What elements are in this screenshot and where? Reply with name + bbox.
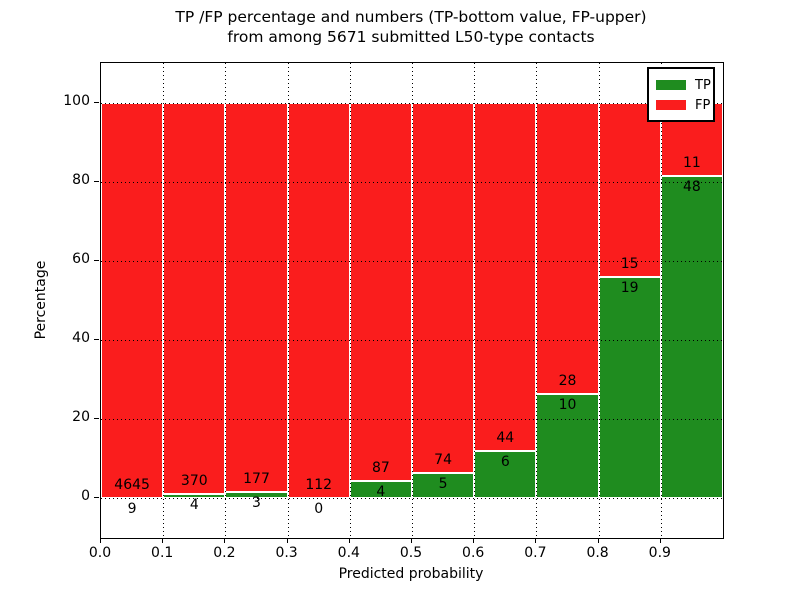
bar-fp-segment [412,102,475,474]
fp-count-label: 28 [558,373,577,390]
gridline-vertical [225,63,227,538]
x-tick [100,538,101,543]
bar-fp-segment [474,102,537,451]
fp-count-label: 177 [243,470,270,487]
x-tick [162,538,164,543]
x-tick-label: 0.5 [399,545,423,561]
tp-count-label: 0 [314,501,324,518]
gridline-vertical [536,63,538,538]
tp-count-label: 6 [500,453,510,470]
gridline-horizontal [101,260,723,262]
y-tick-label: 40 [72,330,90,347]
tp-count-label: 10 [558,397,577,414]
x-tick-label: 0.4 [337,545,360,561]
fp-count-label: 44 [496,429,515,446]
tp-legend-label: TP [695,77,711,93]
x-tick [597,538,599,543]
tp-count-label: 9 [127,500,137,517]
gridline-vertical [287,63,289,538]
bar-fp-segment [349,102,412,481]
y-tick-label: 60 [72,250,90,267]
plot-area: TP FP 4645 9 370 4 177 3 112 0 87 4 74 5 44 6 28 10 15 19… [100,62,724,539]
y-tick-label: 100 [63,92,90,109]
bar-fp-segment [225,102,288,492]
fp-count-label: 4645 [114,476,150,493]
legend-entry-fp: FP [656,95,711,115]
x-tick-label: 0.7 [524,545,547,561]
tp-count-label: 19 [620,280,639,297]
bar-fp-segment [536,102,599,395]
y-tick [94,101,99,103]
gridline-vertical [163,63,165,538]
y-tick [94,418,99,420]
fp-legend-label: FP [695,97,711,113]
y-tick-label: 20 [72,409,90,426]
gridline-vertical [474,63,476,538]
bar-tp-segment [660,176,723,499]
x-tick-label: 0.9 [648,545,671,561]
legend-entry-tp: TP [656,75,711,95]
fp-count-label: 370 [180,473,208,490]
y-tick [94,339,99,341]
x-tick [224,538,226,543]
y-tick-label: 80 [72,171,90,188]
gridline-horizontal [101,340,723,342]
tp-legend-swatch [656,80,686,90]
y-tick [94,180,99,182]
bar-fp-segment [287,102,350,499]
gridline-vertical [412,63,413,538]
x-tick [659,538,661,543]
x-tick-label: 0.6 [462,545,485,561]
x-tick [473,538,475,543]
x-tick-label: 0.1 [151,545,174,561]
gridline-horizontal [101,181,723,183]
y-tick-label: 0 [81,488,90,505]
fp-count-label: 74 [434,452,452,469]
x-tick-label: 0.8 [586,545,609,561]
bar-fp-segment [163,102,226,495]
bar-tp-segment [598,277,661,499]
fp-count-label: 112 [305,477,333,494]
x-tick-label: 0.3 [275,545,298,561]
fp-count-label: 15 [620,256,639,273]
bar-tp-segment [412,473,475,499]
x-tick [535,538,537,543]
gridline-vertical [660,63,662,538]
x-tick-label: 0.2 [213,545,236,561]
bar-fp-segment [598,102,661,278]
tp-count-label: 5 [438,476,448,493]
tp-count-label: 4 [189,497,199,514]
fp-count-label: 11 [682,155,701,172]
x-tick [286,538,288,543]
gridline-horizontal [101,102,723,104]
x-tick-label: 0.0 [88,545,112,561]
x-axis-label: Predicted probability [338,566,484,582]
gridline-vertical [349,63,351,538]
chart-title-line2: from among 5671 submitted L50-type conta… [227,28,595,46]
chart-title: TP /FP percentage and numbers (TP-bottom… [100,7,722,47]
gridline-vertical [598,63,600,538]
chart-title-line1: TP /FP percentage and numbers (TP-bottom… [175,8,647,26]
fp-count-label: 87 [371,460,390,477]
fp-legend-swatch [656,100,686,110]
y-tick [94,259,99,261]
gridline-horizontal [101,419,723,421]
gridline-horizontal [101,498,723,500]
y-axis-label: Percentage [33,260,49,340]
tp-count-label: 48 [682,179,701,196]
tp-count-label: 4 [376,484,386,501]
bar-tp-segment [536,394,599,499]
y-tick [94,497,99,499]
tp-count-label: 3 [252,494,261,511]
x-tick [411,538,412,543]
x-tick [348,538,350,543]
legend: TP FP [647,67,715,122]
bar-fp-segment [101,102,164,498]
